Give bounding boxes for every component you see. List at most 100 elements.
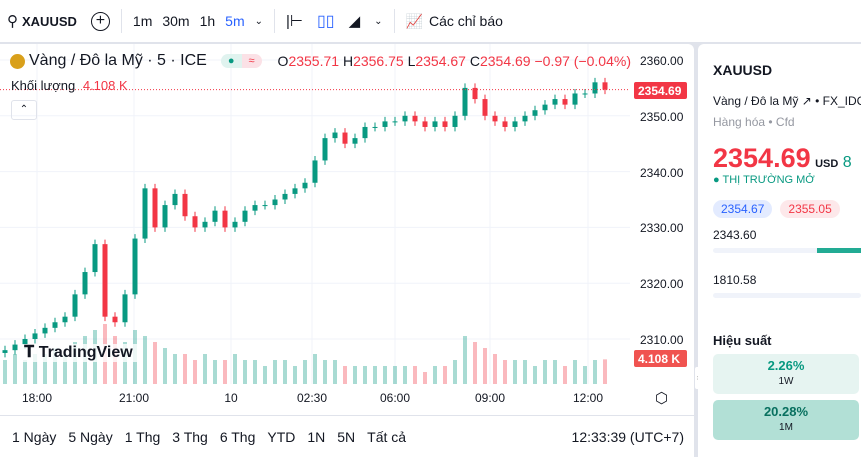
high-label: H	[342, 53, 354, 69]
candles-icon: ▯▯	[316, 13, 335, 30]
candle	[392, 121, 398, 123]
perf-1w[interactable]: 2.26% 1W	[713, 354, 859, 394]
price-chart[interactable]	[0, 44, 630, 389]
candle	[32, 333, 38, 339]
collapse-legend-button[interactable]: ⌃	[11, 100, 37, 120]
range-5d[interactable]: 5 Ngày	[68, 428, 113, 445]
clock[interactable]: 12:33:39 (UTC+7)	[571, 428, 684, 445]
perf-period: 1W	[778, 376, 794, 387]
range-1y[interactable]: 1N	[307, 428, 326, 445]
status-badge[interactable]: ● ≈	[220, 54, 262, 68]
chart-style-dropdown[interactable]: ⌄	[367, 0, 389, 42]
range-6m[interactable]: 6 Thg	[219, 428, 256, 445]
low-value: 2354.67	[415, 53, 466, 69]
chart-area[interactable]: Vàng / Đô la Mỹ · 5 · ICE ● ≈ O2355.71 H2…	[0, 44, 702, 457]
candle	[412, 115, 418, 122]
candle	[282, 193, 288, 200]
volume-bar	[543, 360, 547, 384]
candle	[112, 316, 118, 323]
volume-label: Khối lượng	[11, 78, 76, 93]
volume-legend: Khối lượng 4.108 K	[11, 78, 128, 93]
volume-bar	[233, 354, 237, 384]
volume-bar	[493, 354, 497, 384]
volume-bar	[243, 360, 247, 384]
time-label: 18:00	[21, 391, 53, 405]
interval-30m[interactable]: 30m	[162, 13, 190, 29]
candles-style-button[interactable]: ▯▯	[310, 0, 342, 42]
candle	[12, 344, 18, 351]
range-1d[interactable]: 1 Ngày	[12, 428, 57, 445]
panel-category: Hàng hóa	[713, 115, 766, 129]
watermark-logo: 𝐓 TradingView	[20, 344, 137, 362]
candle	[82, 272, 88, 295]
candle	[342, 132, 348, 144]
range-5y[interactable]: 5N	[337, 428, 356, 445]
range-1m[interactable]: 1 Thg	[124, 428, 161, 445]
volume-bar	[173, 354, 177, 384]
area-chart-icon: ◢	[348, 13, 361, 30]
volume-bar	[453, 360, 457, 384]
symbol-search[interactable]: ⚲ XAUUSD	[7, 13, 77, 30]
price-label: 2350.00	[640, 110, 684, 124]
range-ytd[interactable]: YTD	[267, 428, 296, 445]
range-3m[interactable]: 3 Thg	[172, 428, 208, 445]
interval-1m[interactable]: 1m	[132, 13, 153, 29]
price-label: 2320.00	[640, 277, 684, 291]
volume-bar	[373, 366, 377, 384]
candle	[122, 294, 128, 323]
area-style-button[interactable]: ◢	[342, 0, 368, 42]
candle	[172, 193, 178, 206]
perf-value: 20.28%	[763, 404, 809, 419]
candle	[102, 244, 108, 317]
tradingview-logo-icon: 𝐓	[24, 344, 35, 361]
candle	[52, 322, 58, 328]
volume-bar	[153, 342, 157, 384]
perf-1m[interactable]: 20.28% 1M	[713, 400, 859, 440]
bars-icon: |⊢	[286, 13, 303, 30]
bars-style-button[interactable]: |⊢	[279, 0, 310, 42]
interval-5m[interactable]: 5m	[225, 13, 245, 29]
bid-ask-row: 2354.67 2355.05	[713, 200, 861, 218]
price-label: 2340.00	[640, 166, 684, 180]
symbol-details-panel: XAUUSD Vàng / Đô la Mỹ ↗ • FX_IDC Hàng h…	[698, 44, 861, 457]
volume-bar	[323, 360, 327, 384]
compare-button[interactable]: +	[84, 0, 117, 42]
candle	[512, 121, 518, 127]
candle	[332, 132, 338, 139]
volume-bar	[333, 360, 337, 384]
settings-icon[interactable]: ⬡	[655, 390, 669, 407]
volume-bar	[33, 354, 37, 384]
volume-bar	[443, 366, 447, 384]
candle	[132, 238, 138, 295]
candle	[442, 121, 448, 127]
volume-bar	[343, 366, 347, 384]
gold-icon	[10, 53, 25, 69]
candle	[312, 160, 318, 183]
volume-bar	[423, 372, 427, 384]
interval-1h[interactable]: 1h	[199, 13, 216, 29]
close-label: C	[469, 53, 480, 69]
search-icon: ⚲	[7, 13, 18, 30]
volume-bar	[583, 366, 587, 384]
range-all[interactable]: Tất cả	[367, 428, 407, 445]
volume-value: 4.108 K	[82, 78, 128, 93]
candle	[502, 121, 508, 127]
indicators-button[interactable]: 📈 Các chỉ báo	[399, 0, 510, 42]
candle	[262, 205, 268, 207]
volume-bar	[223, 360, 227, 384]
candle	[302, 182, 308, 189]
external-link-icon[interactable]: ↗	[801, 94, 812, 108]
interval-dropdown[interactable]: ⌄	[248, 0, 270, 42]
panel-type: Cfd	[775, 115, 795, 129]
volume-bar	[123, 342, 127, 384]
candle	[162, 205, 168, 228]
candle	[252, 205, 258, 211]
divider	[274, 9, 276, 33]
volume-bar	[463, 336, 467, 384]
panel-name[interactable]: Vàng / Đô la Mỹ	[713, 94, 799, 108]
plus-circle-icon: +	[90, 11, 110, 31]
chevron-down-icon: ⌄	[254, 15, 264, 27]
current-volume-tag: 4.108 K	[634, 350, 687, 367]
top-toolbar: ⚲ XAUUSD + 1m 30m 1h 5m ⌄ |⊢ ▯▯ ◢ ⌄ 📈 Các …	[0, 0, 861, 42]
divider	[120, 9, 122, 33]
